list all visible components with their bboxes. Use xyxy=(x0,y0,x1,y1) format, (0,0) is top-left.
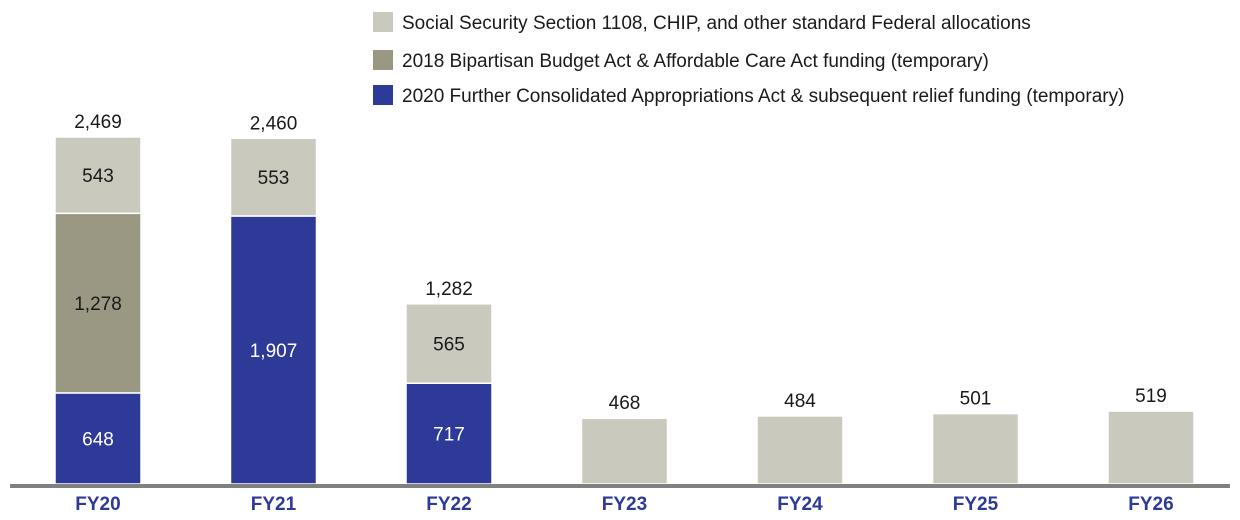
legend-item: 2020 Further Consolidated Appropriations… xyxy=(373,85,1124,107)
bar-group: 519 xyxy=(1107,386,1195,485)
segment-value-label: 543 xyxy=(82,166,114,187)
legend-swatch xyxy=(373,50,393,70)
bar-group: 484 xyxy=(756,391,844,485)
bar-segment xyxy=(1107,410,1195,485)
segment-value-label: 565 xyxy=(433,335,465,356)
legend-label: 2018 Bipartisan Budget Act & Affordable … xyxy=(402,51,989,72)
total-value-label: 519 xyxy=(1135,386,1167,407)
total-value-label: 484 xyxy=(784,391,816,412)
bar-segment xyxy=(229,137,318,217)
legend-swatch xyxy=(373,12,393,32)
segment-value-label: 1,278 xyxy=(74,294,122,315)
legend-item: 2018 Bipartisan Budget Act & Affordable … xyxy=(373,50,989,72)
bar-group: 1,907 553 2,460 xyxy=(229,113,318,485)
category-tick-label: FY23 xyxy=(602,494,647,515)
total-value-label: 2,460 xyxy=(250,113,298,134)
total-value-label: 1,282 xyxy=(425,279,473,300)
category-tick-label: FY21 xyxy=(251,494,297,515)
category-tick-label: FY25 xyxy=(953,494,999,515)
legend: Social Security Section 1108, CHIP, and … xyxy=(373,12,1124,107)
x-axis-line xyxy=(10,484,1230,488)
bar-group: 717 565 1,282 xyxy=(405,279,493,485)
bar-segment xyxy=(580,417,669,485)
category-tick-label: FY22 xyxy=(426,494,471,515)
category-tick-label: FY24 xyxy=(777,494,823,515)
total-value-label: 501 xyxy=(960,389,992,410)
bar-group: 468 xyxy=(580,393,669,485)
bar-group: 501 xyxy=(931,389,1020,485)
category-tick-label: FY20 xyxy=(75,494,120,515)
bar-group: 648 1,278 543 2,469 xyxy=(54,112,142,485)
category-tick-label: FY26 xyxy=(1128,494,1173,515)
legend-label: Social Security Section 1108, CHIP, and … xyxy=(402,13,1031,34)
segment-value-label: 717 xyxy=(433,425,465,446)
segment-value-label: 553 xyxy=(258,168,290,189)
bars: 648 1,278 543 2,469 1,907 553 2,460 717 565 1,282… xyxy=(54,112,1195,485)
bar-segment xyxy=(405,382,493,485)
bar-segment xyxy=(756,415,844,485)
segment-value-label: 648 xyxy=(82,429,114,450)
total-value-label: 468 xyxy=(609,393,641,414)
segment-value-label: 1,907 xyxy=(250,341,298,362)
legend-label: 2020 Further Consolidated Appropriations… xyxy=(402,86,1124,107)
legend-item: Social Security Section 1108, CHIP, and … xyxy=(373,12,1031,34)
bar-segment xyxy=(405,303,493,384)
bar-segment xyxy=(229,215,318,485)
bar-segment xyxy=(54,212,142,394)
legend-swatch xyxy=(373,85,393,105)
bar-segment xyxy=(54,392,142,485)
bar-segment xyxy=(931,412,1020,485)
total-value-label: 2,469 xyxy=(74,112,122,133)
x-axis: FY20 FY21 FY22 FY23 FY24 FY25 FY26 xyxy=(10,484,1230,515)
bar-segment xyxy=(54,136,142,215)
